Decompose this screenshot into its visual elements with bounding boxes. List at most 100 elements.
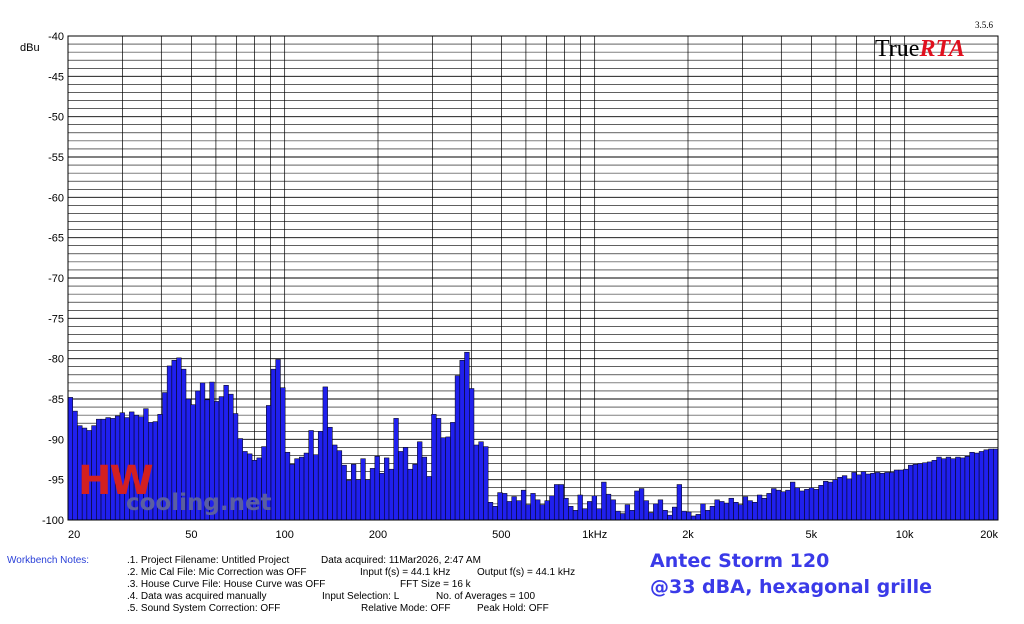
peak-hold: Peak Hold: OFF: [477, 603, 549, 614]
spectrum-bar: [667, 514, 673, 521]
spectrum-bar: [440, 437, 446, 521]
spectrum-bar: [974, 452, 980, 521]
spectrum-bar: [336, 450, 343, 521]
spectrum-bar: [384, 457, 390, 521]
spectrum-bar: [407, 468, 413, 521]
spectrum-bar: [823, 481, 829, 521]
truerta-logo: TrueRTA: [875, 36, 965, 63]
spectrum-bar: [653, 503, 659, 521]
spectrum-bar: [964, 456, 970, 521]
spectrum-bar: [832, 479, 838, 521]
x-tick-label: 2k: [682, 529, 694, 541]
y-tick-label: -95: [48, 475, 64, 487]
spectrum-bar: [931, 460, 937, 521]
spectrum-bar: [346, 480, 352, 521]
y-tick-label: -55: [48, 152, 64, 164]
spectrum-bar: [605, 493, 612, 521]
spectrum-bar: [530, 493, 536, 521]
workbench-label: Workbench Notes:: [7, 555, 90, 566]
spectrum-bar: [969, 451, 975, 521]
spectrum-bar: [884, 472, 890, 521]
spectrum-bar: [719, 501, 725, 521]
spectrum-bar: [591, 495, 597, 521]
relative-mode: Relative Mode: OFF: [361, 603, 451, 614]
spectrum-bar: [544, 500, 550, 521]
spectrum-bar: [360, 458, 366, 521]
spectrum-bar: [398, 451, 404, 521]
spectrum-bar: [393, 418, 399, 521]
workbench-line-3: .3. House Curve File: House Curve was OF…: [127, 579, 326, 590]
spectrum-bar: [369, 468, 376, 521]
watermark-site: cooling.net: [126, 490, 272, 516]
spectrum-bar: [738, 504, 744, 521]
spectrum-bar: [775, 489, 782, 521]
x-tick-label: 100: [276, 529, 294, 541]
y-tick-label: -85: [48, 394, 64, 406]
spectrum-bar: [695, 514, 701, 521]
spectrum-bar: [648, 512, 654, 521]
x-tick-label: 200: [369, 529, 387, 541]
spectrum-bar: [752, 502, 758, 521]
spectrum-bar: [289, 464, 295, 521]
spectrum-bar: [582, 508, 588, 521]
spectrum-bar: [889, 472, 895, 521]
spectrum-bar: [856, 474, 862, 521]
x-tick-label: 1kHz: [582, 529, 607, 541]
spectrum-bar: [596, 508, 602, 521]
x-axis-ticks: 20 50 100 200 500 1kHz 2k 5k 10k 20k: [68, 529, 998, 541]
spectrum-bar: [308, 430, 314, 521]
spectrum-bar: [350, 464, 357, 521]
spectrum-bar: [525, 504, 531, 521]
watermark-hw: HW: [78, 458, 154, 504]
spectrum-bar: [601, 481, 607, 521]
spectrum-bar: [860, 471, 867, 521]
x-tick-label: 500: [492, 529, 510, 541]
spectrum-bar: [67, 397, 73, 521]
spectrum-bar: [478, 441, 484, 521]
spectrum-bar: [723, 502, 730, 521]
spectrum-bar: [672, 506, 678, 521]
num-averages: No. of Averages = 100: [436, 591, 536, 602]
spectrum-bar: [709, 506, 716, 521]
spectrum-bar: [780, 491, 786, 521]
x-tick-label: 20: [68, 529, 80, 541]
spectrum-bar: [577, 494, 583, 521]
logo-rta: RTA: [919, 36, 965, 62]
spectrum-bar: [402, 447, 409, 521]
spectrum-bar: [818, 485, 824, 521]
spectrum-bar: [365, 479, 371, 521]
spectrum-bar: [827, 481, 834, 521]
spectrum-bar: [804, 489, 810, 521]
data-acquired: Data acquired: 11Mar2026, 2:47 AM: [321, 555, 481, 566]
spectrum-bar: [459, 360, 465, 521]
plot-frame: [67, 35, 999, 521]
spectrum-bar: [941, 458, 947, 521]
caption-line-1: Antec Storm 120: [650, 550, 830, 572]
spectrum-bar: [742, 496, 749, 521]
spectrum-bar: [936, 456, 942, 521]
spectrum-bar: [676, 484, 682, 521]
spectrum-bar: [426, 476, 432, 521]
spectrum-bar: [728, 497, 734, 521]
x-tick-label: 20k: [980, 529, 998, 541]
spectrum-bar: [662, 510, 668, 521]
spectrum-bar: [870, 472, 876, 521]
spectrum-bar: [945, 456, 952, 521]
y-tick-label: -65: [48, 233, 64, 245]
spectrum-bar: [808, 487, 815, 521]
spectrum-bar: [516, 500, 522, 521]
spectrum-bar: [926, 461, 933, 521]
spectrum-bar: [497, 492, 503, 521]
spectrum-bar: [313, 454, 319, 521]
spectrum-bar: [549, 495, 555, 521]
spectrum-bar: [624, 504, 631, 521]
spectrum-bar: [487, 502, 494, 521]
spectrum-bar: [435, 418, 442, 521]
y-tick-label: -75: [48, 313, 64, 325]
spectrum-bar: [917, 463, 923, 521]
spectrum-bar: [539, 504, 546, 521]
spectrum-bar: [587, 501, 593, 521]
spectrum-bar: [686, 511, 692, 521]
y-tick-label: -70: [48, 273, 64, 285]
